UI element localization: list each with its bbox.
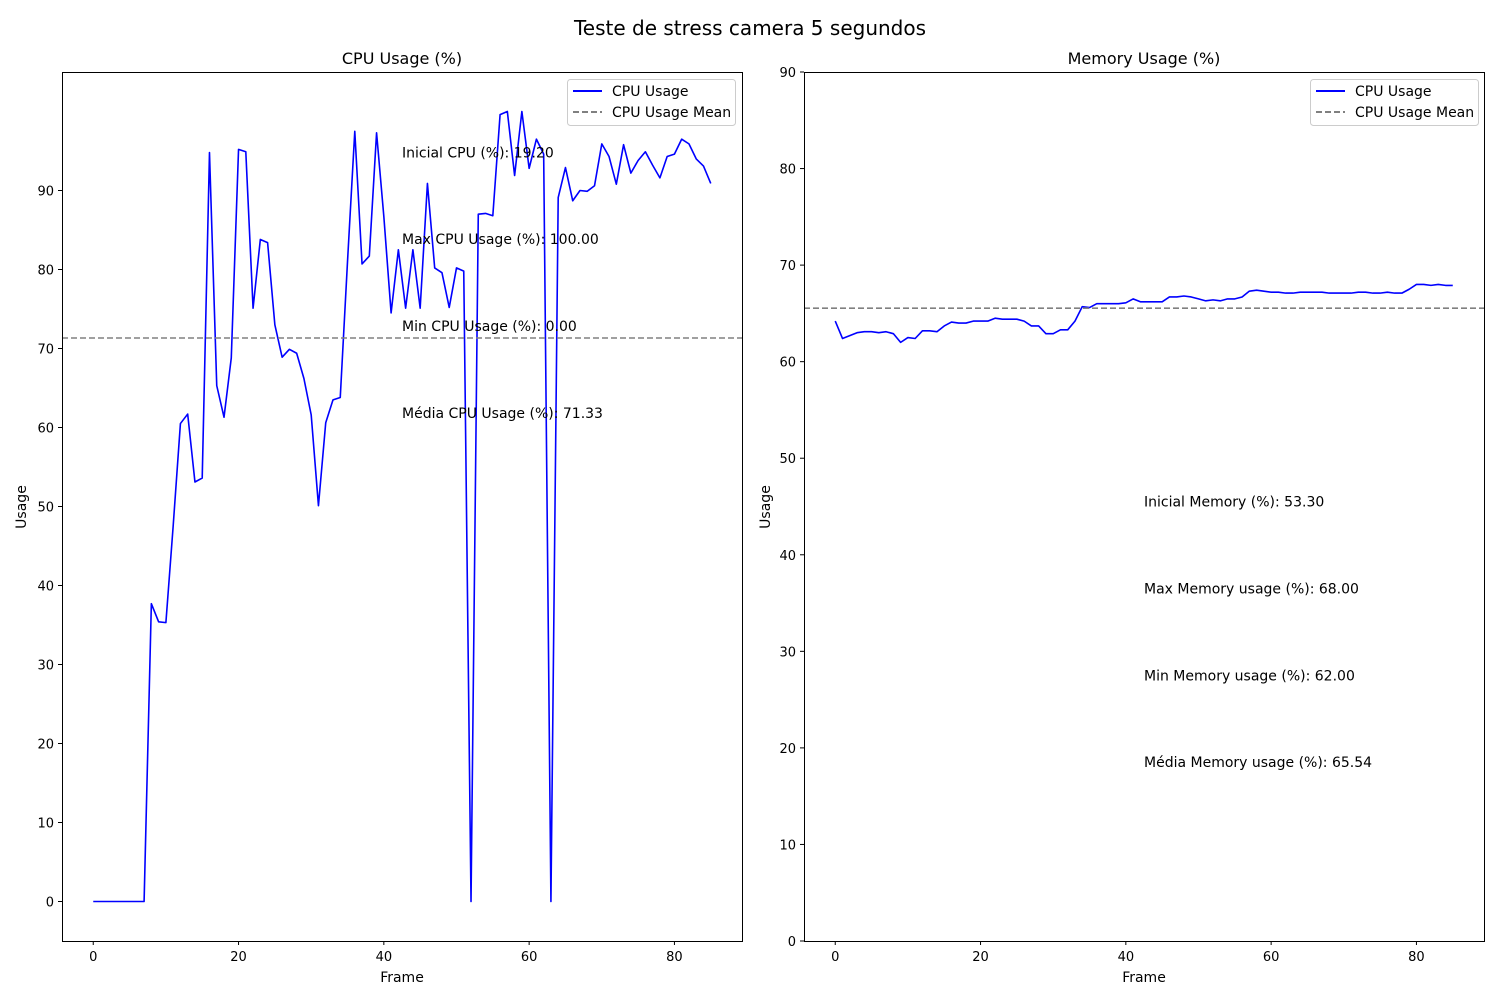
cpu-y-axis-label: Usage bbox=[14, 485, 30, 529]
cpu-y-tick-label: 20 bbox=[37, 738, 54, 753]
cpu-y-tick-label: 0 bbox=[46, 896, 54, 911]
memory-x-tick-label: 20 bbox=[972, 950, 989, 965]
memory-x-tick-label: 80 bbox=[1408, 950, 1425, 965]
cpu-usage-line bbox=[93, 110, 712, 903]
memory-legend-box bbox=[1310, 79, 1479, 126]
memory-y-ticks: 0 10 20 30 40 50 60 70 80 90 bbox=[779, 66, 804, 950]
cpu-y-tick-label: 10 bbox=[37, 817, 54, 832]
cpu-x-tick-label: 80 bbox=[666, 950, 683, 965]
cpu-chart: CPU Usage (%) 0 20 40 60 80 0 10 20 30 40 50 60 70 8… bbox=[14, 49, 743, 986]
memory-stat-annotation: Média Memory usage (%): 65.54 bbox=[1144, 755, 1372, 771]
memory-stat-annotation: Max Memory usage (%): 68.00 bbox=[1144, 581, 1359, 597]
cpu-y-tick-label: 40 bbox=[37, 580, 54, 595]
memory-y-tick-label: 40 bbox=[779, 549, 796, 564]
memory-x-tick-label: 0 bbox=[831, 950, 839, 965]
memory-x-axis-label: Frame bbox=[1122, 970, 1166, 986]
memory-y-tick-label: 70 bbox=[779, 259, 796, 274]
memory-chart: Memory Usage (%) 0 20 40 60 80 0 10 20 30 40 50 60… bbox=[758, 49, 1485, 986]
cpu-y-tick-label: 50 bbox=[37, 501, 54, 516]
cpu-legend-label-mean: CPU Usage Mean bbox=[612, 105, 731, 121]
cpu-y-tick-label: 60 bbox=[37, 422, 54, 437]
memory-y-tick-label: 30 bbox=[779, 645, 796, 660]
memory-y-tick-label: 60 bbox=[779, 356, 796, 371]
memory-usage-line bbox=[834, 283, 1453, 344]
cpu-x-tick-label: 20 bbox=[230, 950, 247, 965]
cpu-annotations: Inicial CPU (%): 19.20 Max CPU Usage (%):… bbox=[402, 145, 603, 422]
memory-y-tick-label: 50 bbox=[779, 452, 796, 467]
cpu-stat-annotation: Max CPU Usage (%): 100.00 bbox=[402, 232, 599, 248]
memory-x-tick-label: 40 bbox=[1118, 950, 1135, 965]
cpu-axes-frame bbox=[62, 72, 743, 942]
memory-legend-label-mean: CPU Usage Mean bbox=[1355, 105, 1474, 121]
memory-axes-frame bbox=[804, 72, 1485, 942]
cpu-stat-annotation: Média CPU Usage (%): 71.33 bbox=[402, 406, 603, 422]
cpu-y-tick-label: 30 bbox=[37, 659, 54, 674]
cpu-x-tick-label: 60 bbox=[521, 950, 538, 965]
cpu-x-axis-label: Frame bbox=[380, 970, 424, 986]
memory-y-tick-label: 90 bbox=[779, 66, 796, 81]
memory-y-tick-label: 0 bbox=[788, 935, 796, 950]
memory-x-ticks: 0 20 40 60 80 bbox=[831, 941, 1425, 965]
cpu-stat-annotation: Inicial CPU (%): 19.20 bbox=[402, 145, 554, 161]
cpu-legend: CPU Usage CPU Usage Mean bbox=[567, 79, 736, 126]
cpu-chart-title: CPU Usage (%) bbox=[342, 49, 462, 68]
memory-stat-annotation: Min Memory usage (%): 62.00 bbox=[1144, 668, 1355, 684]
cpu-y-tick-label: 90 bbox=[37, 185, 54, 200]
memory-chart-title: Memory Usage (%) bbox=[1068, 49, 1221, 68]
cpu-x-tick-label: 40 bbox=[376, 950, 393, 965]
memory-y-tick-label: 20 bbox=[779, 742, 796, 757]
memory-stat-annotation: Inicial Memory (%): 53.30 bbox=[1144, 495, 1324, 511]
cpu-legend-label-usage: CPU Usage bbox=[612, 84, 689, 100]
cpu-data-layer bbox=[62, 110, 742, 903]
cpu-stat-annotation: Min CPU Usage (%): 0.00 bbox=[402, 319, 577, 335]
memory-y-tick-label: 10 bbox=[779, 838, 796, 853]
memory-legend: CPU Usage CPU Usage Mean bbox=[1310, 79, 1479, 126]
memory-y-tick-label: 80 bbox=[779, 163, 796, 178]
cpu-y-ticks: 0 10 20 30 40 50 60 70 80 90 bbox=[37, 185, 62, 911]
memory-data-layer bbox=[804, 283, 1484, 344]
cpu-x-tick-label: 0 bbox=[89, 950, 97, 965]
memory-annotations: Inicial Memory (%): 53.30 Max Memory usag… bbox=[1144, 495, 1372, 772]
cpu-legend-box bbox=[567, 79, 736, 126]
memory-y-axis-label: Usage bbox=[758, 485, 774, 529]
cpu-y-tick-label: 70 bbox=[37, 343, 54, 358]
cpu-x-ticks: 0 20 40 60 80 bbox=[89, 941, 683, 965]
memory-legend-label-usage: CPU Usage bbox=[1355, 84, 1432, 100]
cpu-y-tick-label: 80 bbox=[37, 264, 54, 279]
figure-title: Teste de stress camera 5 segundos bbox=[573, 16, 926, 40]
memory-x-tick-label: 60 bbox=[1263, 950, 1280, 965]
